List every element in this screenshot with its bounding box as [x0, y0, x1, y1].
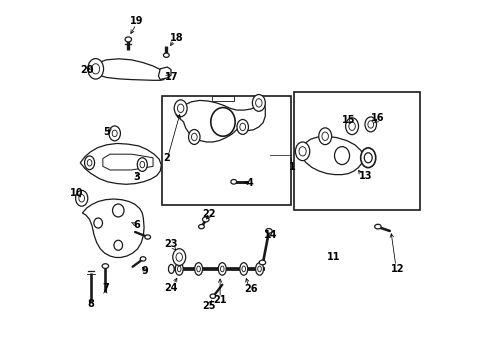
Ellipse shape	[202, 217, 208, 222]
Ellipse shape	[191, 133, 197, 141]
Ellipse shape	[87, 159, 92, 166]
Ellipse shape	[255, 99, 262, 107]
Ellipse shape	[102, 264, 108, 269]
Polygon shape	[102, 154, 153, 170]
Ellipse shape	[255, 263, 263, 275]
Text: 5: 5	[103, 127, 110, 136]
Text: 14: 14	[263, 230, 277, 239]
Text: 21: 21	[213, 295, 226, 305]
Ellipse shape	[177, 266, 181, 272]
Ellipse shape	[318, 128, 331, 145]
Ellipse shape	[364, 117, 376, 132]
Text: 18: 18	[170, 33, 183, 43]
Ellipse shape	[174, 100, 187, 117]
Ellipse shape	[220, 266, 224, 272]
Polygon shape	[176, 100, 265, 142]
Ellipse shape	[210, 108, 235, 136]
Ellipse shape	[144, 235, 150, 239]
Ellipse shape	[76, 190, 88, 206]
Ellipse shape	[188, 130, 200, 144]
Text: 26: 26	[244, 284, 257, 294]
Text: 4: 4	[246, 178, 253, 188]
Ellipse shape	[239, 263, 247, 275]
Text: 24: 24	[164, 283, 177, 293]
Ellipse shape	[259, 260, 265, 265]
Ellipse shape	[112, 130, 117, 137]
Text: 1: 1	[288, 162, 295, 172]
Text: 3: 3	[133, 172, 140, 182]
Ellipse shape	[265, 229, 271, 233]
FancyBboxPatch shape	[293, 92, 419, 211]
Polygon shape	[82, 199, 144, 257]
Text: 11: 11	[326, 252, 340, 262]
Ellipse shape	[360, 148, 375, 168]
Ellipse shape	[298, 147, 305, 156]
Ellipse shape	[218, 263, 226, 275]
Ellipse shape	[92, 64, 100, 74]
Ellipse shape	[239, 123, 245, 131]
Text: 8: 8	[87, 299, 94, 309]
Text: 15: 15	[341, 115, 354, 125]
Ellipse shape	[242, 266, 245, 272]
Text: 2: 2	[163, 153, 170, 163]
Ellipse shape	[137, 158, 147, 171]
Ellipse shape	[177, 104, 183, 112]
Ellipse shape	[367, 121, 373, 128]
Ellipse shape	[321, 132, 328, 140]
Text: 17: 17	[165, 72, 179, 82]
Ellipse shape	[374, 224, 380, 229]
Text: 20: 20	[80, 64, 93, 75]
Text: 12: 12	[390, 264, 404, 274]
Polygon shape	[211, 96, 234, 101]
Text: 22: 22	[202, 209, 216, 219]
Ellipse shape	[168, 265, 174, 273]
Ellipse shape	[198, 225, 204, 229]
Text: 9: 9	[141, 266, 148, 276]
Text: 23: 23	[164, 239, 177, 249]
Ellipse shape	[140, 161, 144, 168]
Ellipse shape	[230, 180, 236, 184]
Ellipse shape	[125, 37, 131, 42]
Ellipse shape	[252, 95, 265, 111]
Ellipse shape	[237, 120, 248, 134]
Ellipse shape	[79, 194, 84, 202]
Text: 7: 7	[102, 283, 108, 293]
Ellipse shape	[257, 266, 261, 272]
Text: 19: 19	[129, 17, 142, 27]
Text: 10: 10	[70, 188, 83, 198]
FancyBboxPatch shape	[162, 96, 290, 205]
Ellipse shape	[175, 263, 183, 275]
Ellipse shape	[364, 153, 371, 163]
Ellipse shape	[295, 142, 309, 161]
Ellipse shape	[210, 294, 215, 298]
Ellipse shape	[109, 126, 120, 141]
Polygon shape	[300, 136, 363, 175]
Text: 13: 13	[358, 171, 372, 181]
Ellipse shape	[84, 156, 94, 170]
Polygon shape	[80, 143, 161, 184]
Ellipse shape	[176, 253, 182, 261]
Polygon shape	[158, 67, 171, 80]
Text: 25: 25	[202, 301, 215, 311]
Text: 6: 6	[133, 220, 140, 230]
Ellipse shape	[140, 257, 145, 261]
Ellipse shape	[163, 53, 169, 57]
Ellipse shape	[172, 249, 185, 265]
Ellipse shape	[88, 59, 103, 79]
Ellipse shape	[348, 122, 355, 130]
Ellipse shape	[194, 263, 202, 275]
Ellipse shape	[345, 118, 358, 135]
Ellipse shape	[196, 266, 200, 272]
Text: 16: 16	[370, 113, 384, 123]
